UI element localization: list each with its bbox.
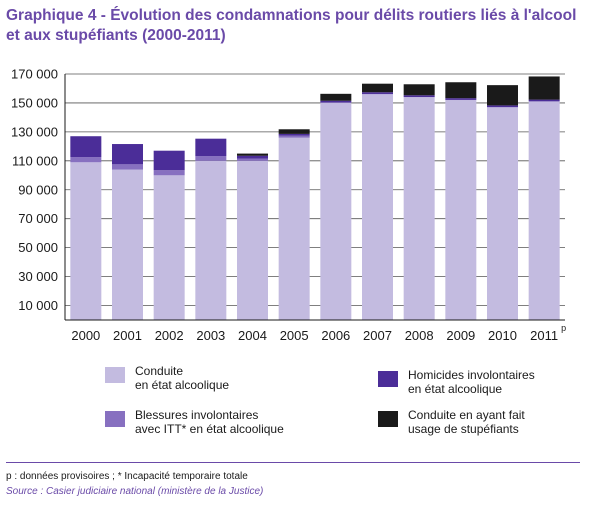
bar-segment-2006-3	[320, 93, 352, 101]
y-tick-label: 10 000	[18, 298, 58, 313]
bar-segment-2010-3	[487, 85, 518, 106]
bar-segment-2004-2	[237, 155, 268, 159]
bar-segment-2005-3	[278, 129, 310, 134]
x-tick-label: 2001	[113, 328, 142, 343]
bar-segment-2004-1	[237, 158, 268, 161]
x-tick-label: 2004	[238, 328, 267, 343]
legend-swatch	[105, 367, 125, 383]
bar-segment-2002-0	[153, 175, 185, 320]
x-axis-labels: 2000 2001 2002 2003 2004 2005 2006 2007 2008 2009…	[71, 323, 566, 343]
legend-swatch	[378, 411, 398, 427]
bar-segment-2006-1	[320, 102, 352, 103]
bar-segment-2004-3	[237, 153, 268, 156]
bar-segment-2000-0	[70, 162, 102, 320]
bar-segment-2009-3	[445, 82, 477, 99]
legend-swatch	[378, 371, 398, 387]
bar-segment-2001-2	[112, 144, 143, 165]
bar-segment-2003-2	[195, 138, 227, 157]
y-tick-label: 150 000	[11, 95, 58, 110]
bar-segment-2008-0	[403, 97, 435, 320]
footer-divider	[6, 462, 580, 463]
y-tick-label: 30 000	[18, 269, 58, 284]
bar-segment-2011-0	[528, 101, 560, 321]
bar-segment-2006-0	[320, 102, 352, 320]
x-tick-label: 2010	[488, 328, 517, 343]
x-tick-label: 2007	[363, 328, 392, 343]
y-tick-label: 70 000	[18, 211, 58, 226]
bar-segment-2009-0	[445, 100, 477, 320]
bar-segment-2003-0	[195, 160, 227, 320]
bar-segment-2011-3	[528, 76, 560, 100]
bar-segment-2011-2	[528, 99, 560, 102]
bar-segment-2008-2	[403, 95, 435, 98]
bar-segment-2001-0	[112, 169, 143, 320]
bar-segment-2000-2	[70, 136, 102, 158]
bar-segment-2002-1	[153, 170, 185, 176]
bar-segment-2001-1	[112, 164, 143, 170]
legend-item-homicides: Homicides involontaires en état alcooliq…	[378, 368, 583, 396]
chart-title: Graphique 4 - Évolution des condamnation…	[6, 7, 577, 44]
bar-segment-2007-2	[362, 92, 393, 94]
bar-segment-2002-2	[153, 150, 185, 171]
legend-label: Blessures involontaires avec ITT* en éta…	[135, 408, 284, 436]
bar-segment-2000-1	[70, 157, 102, 163]
x-tick-label: 2005	[280, 328, 309, 343]
bar-segment-2004-0	[237, 160, 268, 320]
x-tick-superscript: p	[561, 323, 566, 333]
bar-segment-2010-0	[487, 107, 518, 321]
y-tick-label: 90 000	[18, 182, 58, 197]
bar-segment-2003-1	[195, 156, 227, 161]
x-tick-label: 2009	[446, 328, 475, 343]
y-tick-label: 50 000	[18, 240, 58, 255]
bars	[70, 76, 560, 321]
x-tick-label: 2003	[196, 328, 225, 343]
bar-segment-2005-1	[278, 135, 310, 138]
bar-segment-2007-3	[362, 83, 393, 93]
x-tick-label: 2002	[155, 328, 184, 343]
gridlines	[65, 73, 565, 306]
legend-item-blessures: Blessures involontaires avec ITT* en éta…	[105, 408, 310, 436]
bar-segment-2010-2	[487, 105, 518, 108]
footnote: p : données provisoires ; * Incapacité t…	[6, 471, 248, 482]
y-tick-label: 170 000	[11, 67, 58, 82]
x-tick-label: 2000	[71, 328, 100, 343]
legend-item-conduite: Conduite en état alcoolique	[105, 364, 310, 392]
legend-swatch	[105, 411, 125, 427]
bar-segment-2005-2	[278, 133, 310, 136]
bar-segment-2008-3	[403, 84, 435, 96]
x-tick-label: 2011	[530, 328, 558, 343]
y-tick-label: 130 000	[11, 124, 58, 139]
bar-segment-2009-2	[445, 98, 477, 100]
bar-segment-2006-2	[320, 100, 352, 103]
bar-segment-2005-0	[278, 137, 310, 320]
legend-label: Conduite en état alcoolique	[135, 364, 230, 392]
bar-segment-2007-0	[362, 94, 393, 321]
y-axis-labels: 10 000 30 000 50 000 70 000 90 000 110 000 130…	[11, 67, 58, 314]
legend-label: Conduite en ayant fait usage de stupéfia…	[408, 408, 525, 436]
x-tick-label: 2006	[321, 328, 350, 343]
source-note: Source : Casier judiciaire national (min…	[6, 486, 264, 497]
y-tick-label: 110 000	[12, 153, 58, 168]
legend-item-stupefiants: Conduite en ayant fait usage de stupéfia…	[378, 408, 583, 436]
x-tick-label: 2008	[405, 328, 434, 343]
stacked-bar-chart: 10 000 30 000 50 000 70 000 90 000 110 000 130…	[11, 67, 566, 344]
legend-label: Homicides involontaires en état alcooliq…	[408, 368, 535, 396]
